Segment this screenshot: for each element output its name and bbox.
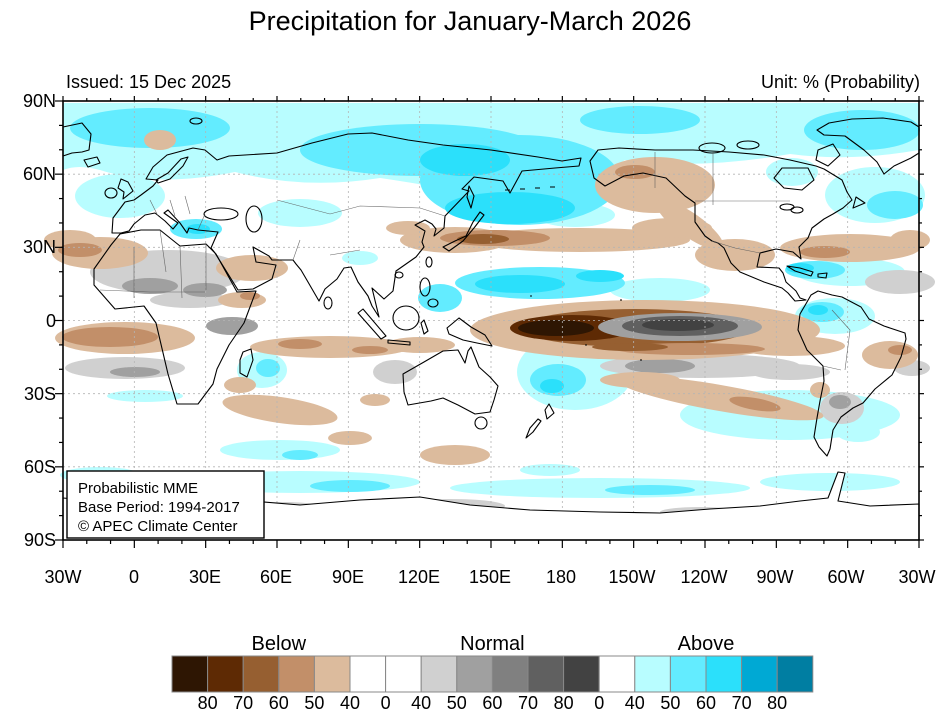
legend-tick-label: 50 xyxy=(447,693,467,712)
lon-label: 120E xyxy=(398,567,440,587)
coastlines xyxy=(62,117,920,541)
legend-tick-label: 50 xyxy=(660,693,680,712)
lat-label: 90S xyxy=(24,530,56,550)
page-title: Precipitation for January-March 2026 xyxy=(249,6,692,36)
legend-tick-label: 70 xyxy=(233,693,253,712)
inset-line-2: Base Period: 1994-2017 xyxy=(78,499,240,516)
lon-label: 30W xyxy=(898,567,935,587)
legend-tick-label: 40 xyxy=(340,693,360,712)
lon-label: 90W xyxy=(756,567,793,587)
legend-tick-label: 0 xyxy=(381,693,391,712)
legend-group-normal: Normal xyxy=(460,633,524,655)
legend-tick-label: 80 xyxy=(767,693,787,712)
legend-tick-label: 80 xyxy=(554,693,574,712)
legend-tick-label: 40 xyxy=(411,693,431,712)
unit-label: Unit: % (Probability) xyxy=(761,72,920,92)
lon-label: 150W xyxy=(608,567,655,587)
latitude-axis: 90N 60N 30N 0 30S 60S 90S xyxy=(23,91,56,550)
grid-lines xyxy=(63,101,919,540)
legend-tick-label: 60 xyxy=(696,693,716,712)
longitude-axis: 30W 0 30E 60E 90E 120E 150E 180 150W 120… xyxy=(44,567,935,587)
legend-tick-label: 60 xyxy=(269,693,289,712)
inset-info-box: Probabilistic MME Base Period: 1994-2017… xyxy=(66,470,265,539)
lat-label: 30S xyxy=(24,384,56,404)
lon-label: 60W xyxy=(827,567,864,587)
anomaly-shading xyxy=(44,103,935,517)
legend-tick-label: 40 xyxy=(625,693,645,712)
legend-swatches xyxy=(171,655,814,693)
legend-group-above: Above xyxy=(678,633,735,655)
issued-label: Issued: 15 Dec 2025 xyxy=(66,72,231,92)
lon-label: 120W xyxy=(680,567,727,587)
lon-label: 30E xyxy=(189,567,221,587)
legend-tick-labels: 80 70 60 50 40 0 40 50 60 70 80 0 40 50 … xyxy=(198,693,788,713)
legend-tick-label: 0 xyxy=(594,693,604,712)
lon-label: 150E xyxy=(469,567,511,587)
country-borders xyxy=(99,152,851,371)
legend-tick-label: 50 xyxy=(304,693,324,712)
lat-label: 0 xyxy=(46,311,56,331)
legend-tick-label: 80 xyxy=(198,693,218,712)
lon-label: 60E xyxy=(260,567,292,587)
legend-group-below: Below xyxy=(252,633,307,655)
lat-label: 60N xyxy=(23,164,56,184)
legend-tick-label: 70 xyxy=(732,693,752,712)
lon-label: 0 xyxy=(129,567,139,587)
color-legend: Below Normal Above 80 70 60 xyxy=(171,633,814,713)
legend-tick-label: 70 xyxy=(518,693,538,712)
inset-line-1: Probabilistic MME xyxy=(78,480,198,497)
lon-label: 180 xyxy=(546,567,576,587)
axis-ticks xyxy=(55,96,924,548)
lon-label: 90E xyxy=(332,567,364,587)
lat-label: 30N xyxy=(23,237,56,257)
lat-label: 90N xyxy=(23,91,56,111)
lat-label: 60S xyxy=(24,457,56,477)
lon-label: 30W xyxy=(44,567,81,587)
inset-line-3: © APEC Climate Center xyxy=(78,518,237,535)
legend-tick-label: 60 xyxy=(482,693,502,712)
